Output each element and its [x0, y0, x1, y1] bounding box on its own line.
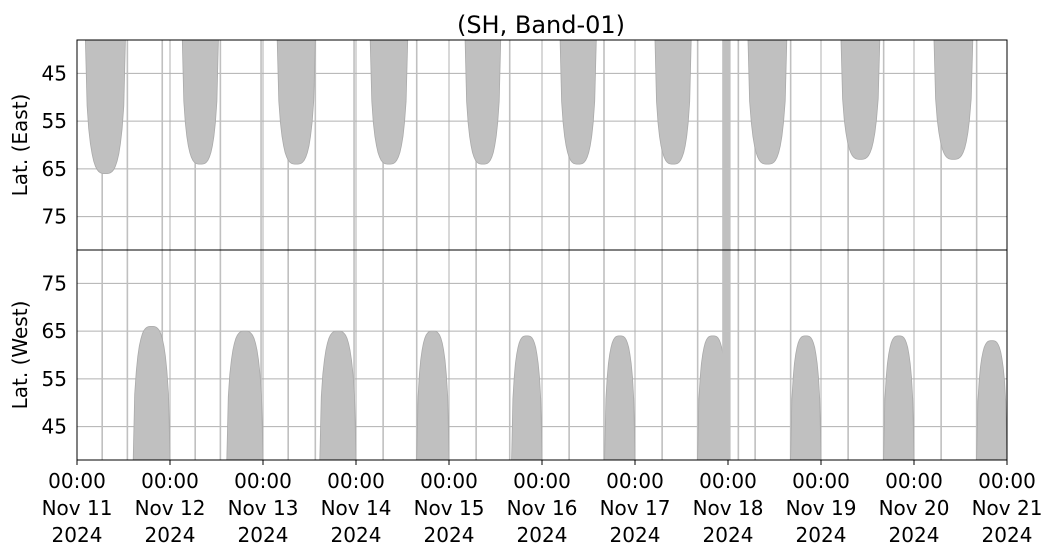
x-tick-label: Nov 18	[693, 496, 764, 520]
x-tick-label: 00:00	[792, 469, 850, 493]
west-coverage-lobe	[790, 335, 822, 461]
x-tick-label: 00:00	[513, 469, 571, 493]
west-y-tick-label: 45	[42, 415, 67, 439]
east-coverage-lobe	[464, 39, 502, 165]
west-coverage-lobe	[976, 340, 1008, 461]
x-tick-label: 00:00	[606, 469, 664, 493]
east-y-tick-label: 65	[42, 157, 67, 181]
east-coverage-lobe	[181, 39, 219, 165]
x-tick-label: 2024	[331, 523, 382, 547]
x-tick-label: 2024	[982, 523, 1033, 547]
west-y-tick-label: 75	[42, 271, 67, 295]
east-coverage-lobe	[369, 39, 409, 165]
x-tick-label: Nov 13	[228, 496, 299, 520]
east-coverage-lobe	[747, 39, 788, 165]
x-tick-label: 2024	[145, 523, 196, 547]
west-y-axis-label: Lat. (West)	[8, 301, 32, 410]
x-tick-label: 2024	[238, 523, 289, 547]
east-coverage-lobe	[933, 39, 974, 160]
east-y-tick-label: 75	[42, 205, 67, 229]
x-axis: 00:00 Nov 11 2024 00:00 Nov 12 2024 00:00 Nov 1…	[42, 460, 1043, 547]
east-full-coverage-column	[722, 40, 731, 250]
west-coverage-lobe	[226, 330, 264, 461]
x-tick-label: Nov 12	[135, 496, 206, 520]
east-coverage-lobe	[840, 39, 881, 160]
west-coverage-lobe	[883, 335, 915, 461]
west-y-tick-label: 65	[42, 319, 67, 343]
west-coverage-lobe	[319, 330, 357, 461]
east-panel: 45 55 65 75	[42, 39, 1008, 251]
east-y-tick-label: 45	[42, 61, 67, 85]
east-coverage-lobe	[654, 39, 692, 165]
east-y-axis-label: Lat. (East)	[8, 94, 32, 197]
x-tick-label: 2024	[424, 523, 475, 547]
x-tick-label: 00:00	[234, 469, 292, 493]
x-tick-label: 2024	[610, 523, 661, 547]
x-tick-label: Nov 11	[42, 496, 113, 520]
x-tick-label: Nov 15	[414, 496, 485, 520]
east-y-tick-label: 55	[42, 109, 67, 133]
x-tick-label: Nov 20	[879, 496, 950, 520]
east-coverage-lobe	[84, 39, 126, 175]
x-tick-label: 00:00	[420, 469, 478, 493]
west-coverage-lobe	[132, 325, 171, 461]
x-tick-label: 2024	[703, 523, 754, 547]
x-tick-label: Nov 14	[321, 496, 392, 520]
x-tick-label: Nov 19	[786, 496, 857, 520]
x-tick-label: 00:00	[978, 469, 1036, 493]
east-coverage-lobe	[276, 39, 316, 165]
x-tick-label: 2024	[796, 523, 847, 547]
west-coverage-lobe	[416, 330, 450, 461]
x-tick-label: Nov 21	[972, 496, 1043, 520]
chart-title: (SH, Band-01)	[457, 11, 625, 39]
west-full-coverage-column	[722, 250, 731, 460]
x-tick-label: 00:00	[885, 469, 943, 493]
x-tick-label: 00:00	[327, 469, 385, 493]
x-tick-label: Nov 17	[600, 496, 671, 520]
x-tick-label: 2024	[889, 523, 940, 547]
west-coverage-lobe	[511, 335, 543, 461]
west-panel: 45 55 65 75	[42, 249, 1008, 461]
x-tick-label: 00:00	[699, 469, 757, 493]
x-tick-label: 00:00	[48, 469, 106, 493]
x-tick-label: 2024	[52, 523, 103, 547]
west-coverage-lobe	[604, 335, 636, 461]
x-tick-label: Nov 16	[507, 496, 578, 520]
west-y-tick-label: 55	[42, 367, 67, 391]
x-tick-label: 2024	[517, 523, 568, 547]
x-tick-label: 00:00	[141, 469, 199, 493]
east-coverage-lobe	[559, 39, 597, 165]
